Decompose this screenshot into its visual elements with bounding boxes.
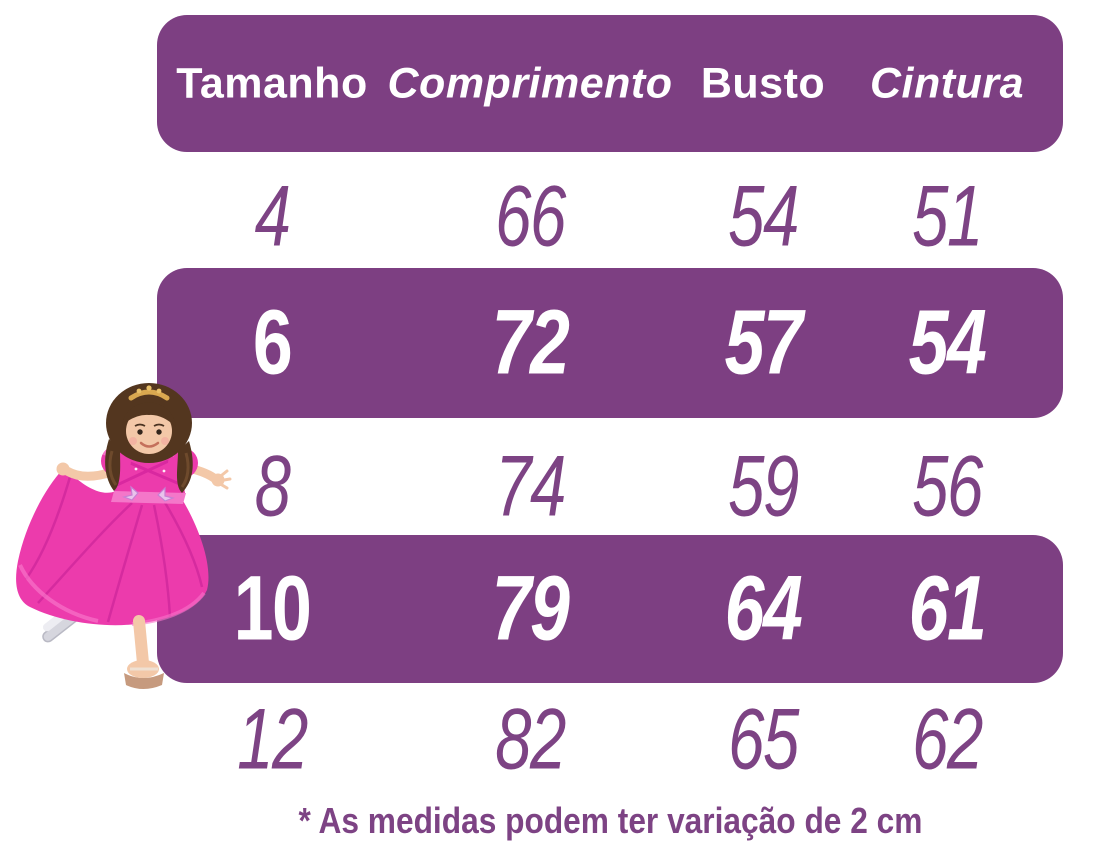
table-row-size-10: 10 79 64 61 [0,535,1097,683]
cintura-cell: 61 [908,557,987,660]
size-cell: 4 [254,168,291,265]
highlight-band-size-10 [157,535,1063,683]
comprimento-cell: 66 [495,168,566,265]
table-row-size-4: 4 66 54 51 [0,167,1097,267]
header-band [157,15,1063,152]
comprimento-cell: 79 [491,557,570,660]
column-header-busto: Busto [700,59,826,107]
comprimento-cell: 72 [491,291,570,394]
size-cell: 12 [237,691,308,788]
cintura-cell: 62 [912,691,983,788]
comprimento-cell: 82 [495,691,566,788]
size-cell: 8 [254,438,291,535]
busto-cell: 54 [728,168,799,265]
size-cell: 10 [233,557,312,660]
busto-cell: 59 [728,438,799,535]
cintura-cell: 56 [912,438,983,535]
busto-cell: 65 [728,691,799,788]
header-row: Tamanho Comprimento Busto Cintura [0,15,1097,152]
busto-cell: 57 [724,291,803,394]
column-header-cintura: Cintura [870,59,1024,107]
table-row-size-12: 12 82 65 62 [0,690,1097,790]
cintura-cell: 54 [908,291,987,394]
table-row-size-6: 6 72 57 54 [0,268,1097,418]
cintura-cell: 51 [912,168,983,265]
comprimento-cell: 74 [495,438,566,535]
pink-dress-girl-photo [12,381,237,693]
table-row-size-8: 8 74 59 56 [0,437,1097,537]
highlight-band-size-6 [157,268,1063,418]
busto-cell: 64 [724,557,803,660]
size-cell: 6 [252,291,293,394]
pink-dress-girl-illustration [16,383,232,689]
column-header-comprimento: Comprimento [387,59,673,107]
measurement-variation-note: * As medidas podem ter variação de 2 cm [298,800,922,841]
column-header-tamanho: Tamanho [176,59,368,107]
